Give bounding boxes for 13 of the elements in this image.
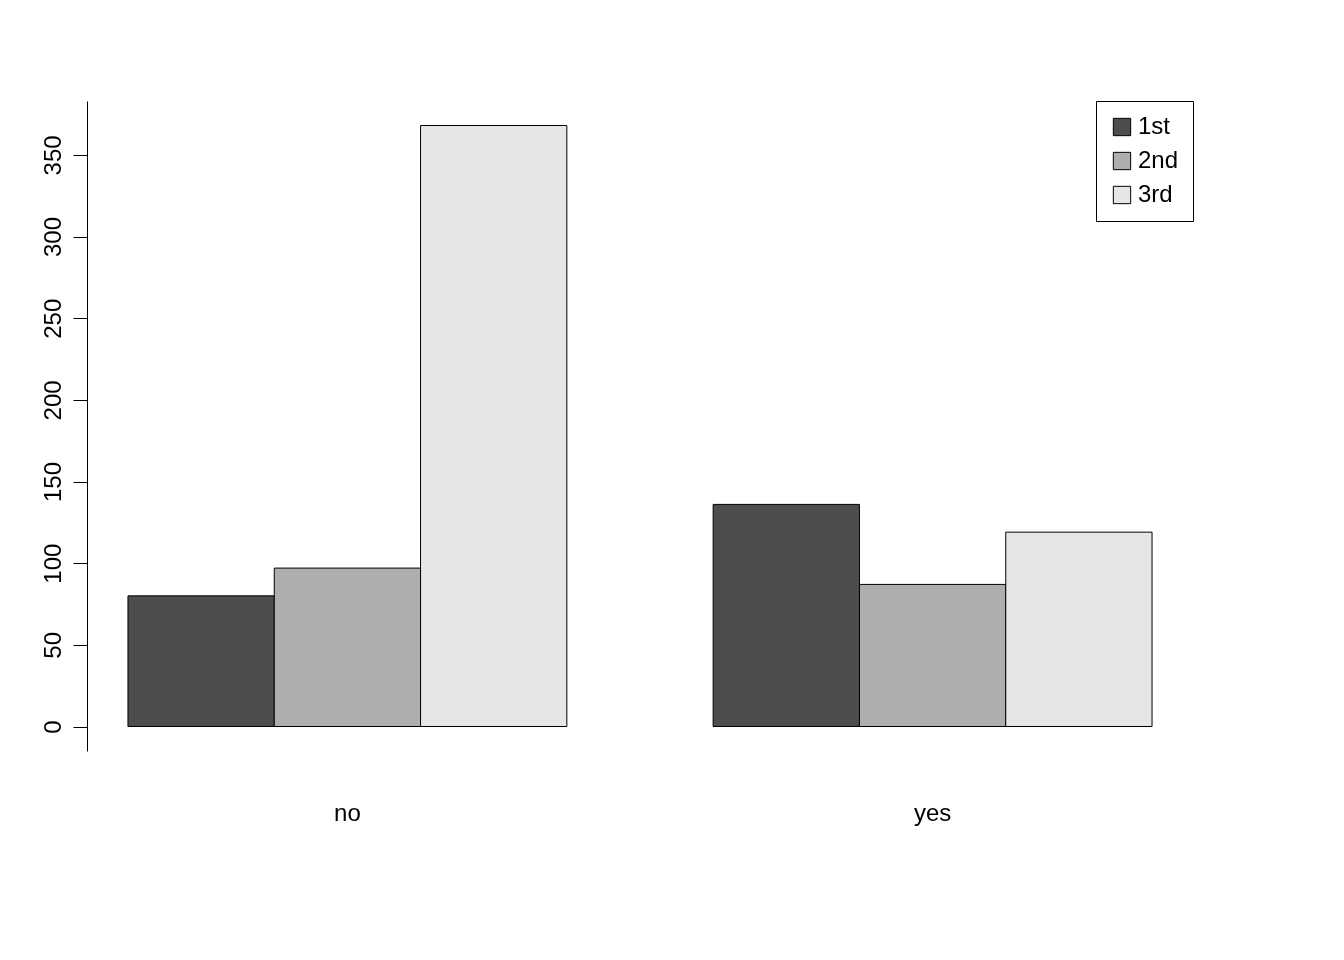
legend-label: 1st	[1138, 112, 1171, 139]
y-tick-label: 250	[38, 298, 66, 339]
y-tick-label: 50	[38, 631, 66, 659]
x-tick-label: yes	[913, 798, 952, 826]
y-tick-label: 150	[38, 462, 66, 503]
x-tick-label: no	[334, 798, 361, 826]
y-tick-label: 100	[38, 543, 66, 584]
y-tick-label: 350	[38, 135, 66, 176]
y-tick-label: 0	[38, 720, 66, 734]
legend-label: 3rd	[1138, 180, 1173, 207]
legend-label: 2nd	[1138, 146, 1179, 173]
y-tick-label: 300	[38, 217, 66, 258]
y-tick-label: 200	[38, 380, 66, 421]
